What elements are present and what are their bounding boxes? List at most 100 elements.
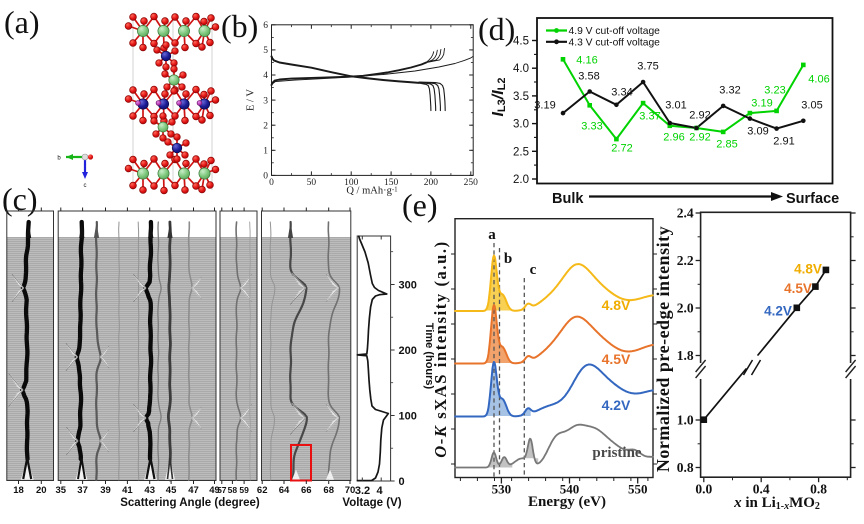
svg-text:E / V: E / V (246, 89, 257, 111)
svg-text:47: 47 (188, 485, 199, 496)
svg-text:Surface: Surface (786, 191, 839, 207)
svg-text:250: 250 (464, 178, 479, 188)
svg-text:150: 150 (384, 178, 399, 188)
svg-text:3.19: 3.19 (534, 100, 555, 112)
svg-text:49: 49 (209, 485, 220, 496)
svg-text:Energy (eV): Energy (eV) (528, 494, 606, 510)
svg-text:2.4: 2.4 (677, 206, 694, 221)
svg-text:37: 37 (77, 485, 88, 496)
svg-text:62: 62 (257, 485, 268, 496)
svg-text:2.72: 2.72 (611, 143, 632, 155)
svg-text:Scattering Angle (degree): Scattering Angle (degree) (120, 497, 260, 509)
svg-text:300: 300 (399, 280, 417, 292)
svg-text:Bulk: Bulk (552, 191, 584, 207)
svg-text:0.4: 0.4 (753, 482, 770, 497)
svg-text:(d): (d) (478, 11, 515, 47)
svg-text:2.5: 2.5 (513, 146, 529, 158)
svg-text:1.0: 1.0 (677, 413, 694, 428)
svg-text:3.23: 3.23 (764, 85, 785, 97)
svg-text:3.01: 3.01 (665, 100, 686, 112)
svg-text:4.8V: 4.8V (794, 262, 822, 277)
svg-text:a: a (488, 227, 496, 243)
svg-text:3.37: 3.37 (639, 111, 660, 123)
svg-text:3.05: 3.05 (801, 100, 822, 112)
svg-text:0: 0 (263, 172, 268, 182)
svg-text:200: 200 (399, 345, 417, 357)
svg-text:6: 6 (263, 21, 268, 31)
svg-text:3.75: 3.75 (637, 61, 658, 73)
svg-text:100: 100 (344, 178, 359, 188)
svg-text:IL3/IL2: IL3/IL2 (490, 77, 508, 116)
svg-text:200: 200 (424, 178, 439, 188)
svg-text:3.32: 3.32 (719, 85, 740, 97)
svg-text:pristine: pristine (592, 445, 642, 461)
svg-text:O-K sXAS intensity (a.u.): O-K sXAS intensity (a.u.) (431, 240, 450, 457)
svg-text:(b): (b) (221, 8, 258, 44)
svg-text:3.5: 3.5 (513, 91, 529, 103)
svg-text:4.9 V cut-off voltage: 4.9 V cut-off voltage (569, 26, 661, 37)
svg-text:x in Li1-xMO2: x in Li1-xMO2 (733, 495, 820, 512)
svg-text:18: 18 (13, 485, 24, 496)
svg-text:50: 50 (307, 178, 317, 188)
svg-text:4.16: 4.16 (576, 55, 597, 67)
svg-text:4.5V: 4.5V (784, 281, 812, 296)
svg-text:39: 39 (100, 485, 111, 496)
svg-text:4: 4 (263, 71, 268, 81)
svg-text:Q / mAh·g-1: Q / mAh·g-1 (346, 185, 398, 196)
svg-text:2: 2 (263, 121, 268, 131)
svg-text:3.33: 3.33 (581, 121, 602, 133)
svg-text:1.8: 1.8 (677, 348, 694, 363)
svg-text:2.92: 2.92 (689, 110, 710, 122)
svg-text:4.2V: 4.2V (764, 304, 792, 319)
svg-text:Voltage (V): Voltage (V) (342, 497, 401, 509)
svg-text:c: c (84, 183, 87, 189)
svg-text:b: b (57, 156, 61, 162)
svg-text:540: 540 (560, 482, 580, 497)
svg-text:70: 70 (345, 485, 356, 496)
svg-text:Normalized pre-edge intensity: Normalized pre-edge intensity (653, 226, 673, 472)
svg-text:2.91: 2.91 (773, 136, 794, 148)
svg-text:4.8V: 4.8V (602, 297, 631, 313)
svg-text:3.19: 3.19 (751, 98, 772, 110)
svg-text:3.58: 3.58 (578, 71, 599, 83)
svg-text:4.2V: 4.2V (602, 397, 631, 413)
svg-text:66: 66 (301, 485, 312, 496)
svg-text:(e): (e) (402, 187, 438, 223)
svg-text:2.2: 2.2 (677, 253, 694, 268)
svg-text:4.06: 4.06 (808, 74, 829, 86)
svg-text:4.0: 4.0 (513, 63, 529, 75)
svg-text:4.3 V cut-off voltage: 4.3 V cut-off voltage (569, 38, 661, 49)
svg-text:b: b (504, 251, 512, 267)
svg-text:0.0: 0.0 (695, 482, 712, 497)
svg-text:20: 20 (36, 485, 47, 496)
svg-text:59: 59 (239, 485, 249, 495)
svg-text:57: 57 (217, 485, 227, 495)
svg-text:35: 35 (56, 485, 67, 496)
svg-text:3.0: 3.0 (513, 119, 529, 131)
svg-text:2.96: 2.96 (663, 132, 684, 144)
svg-text:2.92: 2.92 (689, 132, 710, 144)
svg-text:5: 5 (263, 46, 268, 56)
svg-text:3.2: 3.2 (355, 485, 370, 497)
svg-text:4: 4 (376, 485, 383, 497)
svg-text:45: 45 (166, 485, 177, 496)
svg-text:2.0: 2.0 (513, 174, 529, 186)
svg-text:4.5: 4.5 (513, 36, 529, 48)
svg-text:100: 100 (399, 411, 417, 423)
svg-text:68: 68 (323, 485, 334, 496)
svg-text:0: 0 (399, 476, 405, 488)
svg-text:3.09: 3.09 (747, 126, 768, 138)
svg-text:(a): (a) (4, 4, 40, 40)
svg-text:0.8: 0.8 (677, 460, 694, 475)
svg-text:64: 64 (279, 485, 290, 496)
svg-text:2.0: 2.0 (677, 301, 694, 316)
svg-text:58: 58 (228, 485, 238, 495)
svg-text:1: 1 (263, 147, 268, 157)
svg-text:530: 530 (492, 482, 512, 497)
svg-text:c: c (530, 262, 537, 278)
svg-text:0: 0 (269, 178, 274, 188)
svg-text:4.5V: 4.5V (602, 351, 631, 367)
svg-text:43: 43 (144, 485, 155, 496)
svg-text:0.8: 0.8 (810, 482, 827, 497)
svg-text:3: 3 (263, 96, 268, 106)
